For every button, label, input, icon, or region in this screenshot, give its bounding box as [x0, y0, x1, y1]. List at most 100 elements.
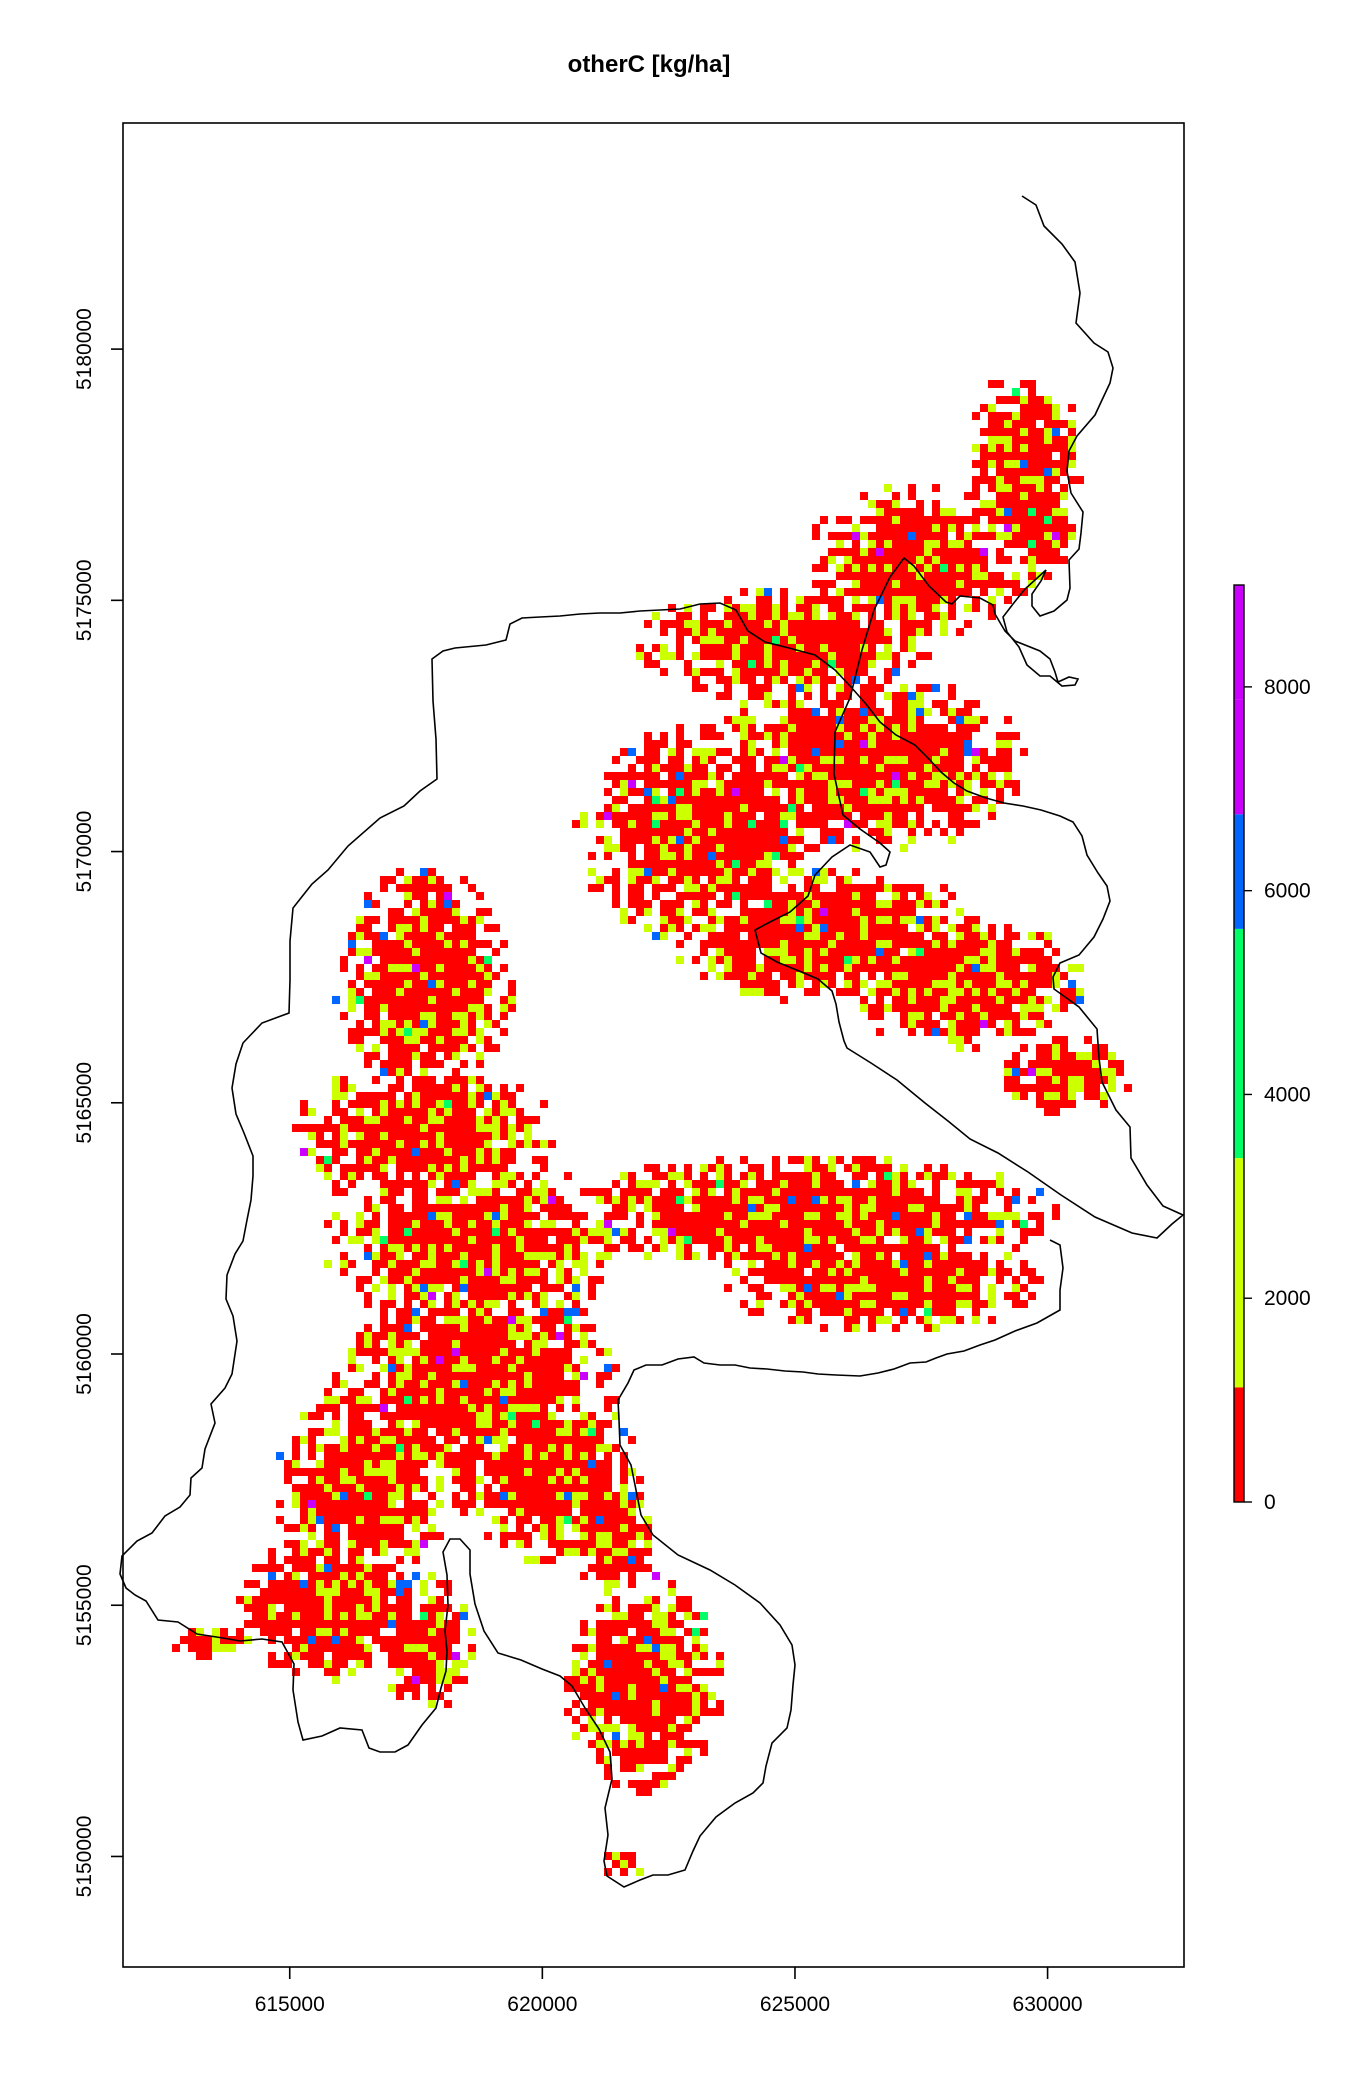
raster-cell	[460, 1196, 468, 1204]
raster-cell	[772, 804, 780, 812]
raster-cell	[732, 924, 740, 932]
raster-cell	[788, 740, 796, 748]
raster-cell	[708, 924, 716, 932]
raster-cell	[524, 1340, 532, 1348]
raster-cell	[1028, 964, 1036, 972]
raster-cell	[716, 692, 724, 700]
raster-cell	[444, 1044, 452, 1052]
raster-cell	[1020, 988, 1028, 996]
raster-cell	[1044, 452, 1052, 460]
raster-cell	[660, 740, 668, 748]
raster-cell	[564, 1228, 572, 1236]
raster-cell	[780, 660, 788, 668]
raster-cell	[716, 852, 724, 860]
raster-cell	[916, 956, 924, 964]
raster-cell	[988, 476, 996, 484]
raster-cell	[908, 596, 916, 604]
raster-cell	[1044, 468, 1052, 476]
raster-cell	[676, 1244, 684, 1252]
raster-cell	[740, 972, 748, 980]
raster-cell	[516, 1476, 524, 1484]
raster-cell	[852, 1204, 860, 1212]
raster-cell	[940, 1204, 948, 1212]
raster-cell	[364, 1252, 372, 1260]
raster-cell	[332, 1420, 340, 1428]
raster-cell	[420, 1036, 428, 1044]
raster-cell	[948, 1172, 956, 1180]
raster-cell	[492, 1156, 500, 1164]
raster-cell	[468, 1492, 476, 1500]
raster-cell	[452, 1036, 460, 1044]
raster-cell	[652, 644, 660, 652]
raster-cell	[484, 1116, 492, 1124]
raster-cell	[348, 1524, 356, 1532]
raster-cell	[796, 868, 804, 876]
raster-cell	[684, 668, 692, 676]
raster-cell	[972, 716, 980, 724]
raster-cell	[508, 988, 516, 996]
raster-cell	[852, 1268, 860, 1276]
raster-cell	[676, 1188, 684, 1196]
raster-cell	[812, 876, 820, 884]
raster-cell	[508, 1196, 516, 1204]
raster-cell	[484, 1380, 492, 1388]
raster-cell	[916, 1244, 924, 1252]
raster-cell	[948, 692, 956, 700]
raster-cell	[1076, 996, 1084, 1004]
raster-cell	[444, 1316, 452, 1324]
raster-cell	[636, 756, 644, 764]
raster-cell	[844, 1292, 852, 1300]
raster-cell	[476, 1396, 484, 1404]
raster-cell	[452, 1476, 460, 1484]
raster-cell	[420, 1372, 428, 1380]
raster-cell	[948, 892, 956, 900]
raster-cell	[756, 612, 764, 620]
raster-cell	[884, 948, 892, 956]
raster-cell	[1004, 988, 1012, 996]
raster-cell	[836, 748, 844, 756]
raster-cell	[508, 1484, 516, 1492]
raster-cell	[876, 596, 884, 604]
raster-cell	[924, 1252, 932, 1260]
raster-cell	[452, 1292, 460, 1300]
raster-cell	[556, 1356, 564, 1364]
raster-cell	[580, 1476, 588, 1484]
raster-cell	[708, 628, 716, 636]
raster-cell	[852, 796, 860, 804]
raster-cell	[420, 1284, 428, 1292]
raster-cell	[796, 772, 804, 780]
raster-cell	[940, 1236, 948, 1244]
raster-cell	[452, 900, 460, 908]
raster-cell	[428, 1052, 436, 1060]
raster-cell	[900, 740, 908, 748]
raster-cell	[860, 532, 868, 540]
raster-cell	[828, 1300, 836, 1308]
raster-cell	[1020, 404, 1028, 412]
raster-cell	[924, 1028, 932, 1036]
raster-cell	[796, 908, 804, 916]
raster-cell	[380, 1172, 388, 1180]
raster-cell	[820, 788, 828, 796]
raster-cell	[764, 636, 772, 644]
raster-cell	[1004, 452, 1012, 460]
raster-cell	[468, 1468, 476, 1476]
raster-cell	[1060, 540, 1068, 548]
raster-cell	[980, 580, 988, 588]
raster-cell	[988, 580, 996, 588]
raster-cell	[444, 1340, 452, 1348]
raster-cell	[300, 1516, 308, 1524]
raster-cell	[324, 1172, 332, 1180]
raster-cell	[540, 1380, 548, 1388]
raster-cell	[1012, 972, 1020, 980]
raster-cell	[436, 1444, 444, 1452]
raster-cell	[924, 796, 932, 804]
raster-cell	[412, 908, 420, 916]
raster-cell	[380, 1444, 388, 1452]
raster-cell	[420, 1076, 428, 1084]
raster-cell	[364, 1444, 372, 1452]
raster-cell	[1004, 436, 1012, 444]
raster-cell	[932, 1276, 940, 1284]
raster-cell	[860, 892, 868, 900]
raster-cell	[604, 1244, 612, 1252]
raster-cell	[524, 1252, 532, 1260]
